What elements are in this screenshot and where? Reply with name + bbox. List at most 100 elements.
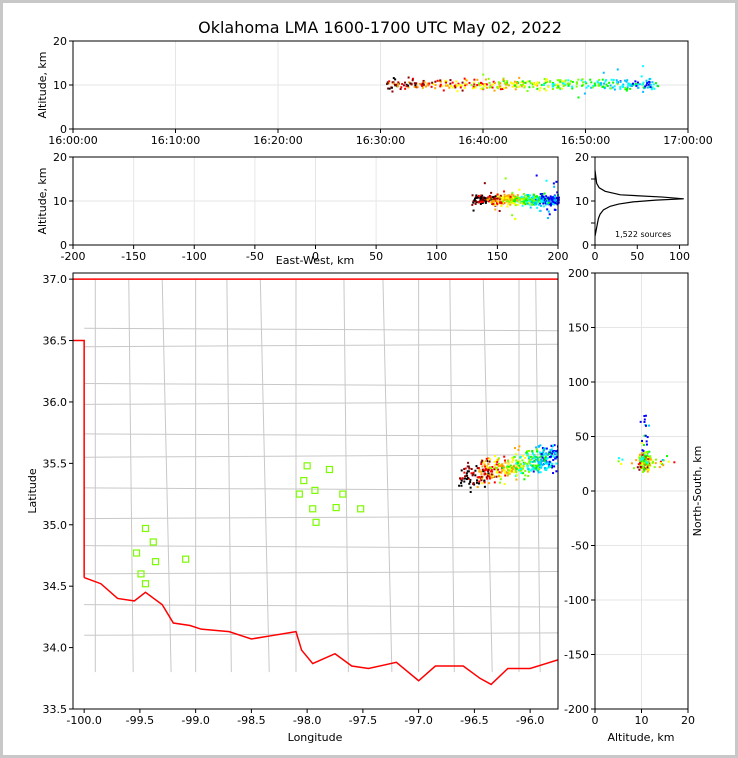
plan-view-ytick-label: 33.5 [43,703,68,716]
time-height-source-point [388,87,391,90]
time-height-source-point [633,83,636,86]
plan-view-source-point [488,460,491,463]
east-west-source-point [511,191,514,194]
time-height-source-point [422,80,425,83]
time-height-source-point [397,81,400,84]
time-height-source-point [605,83,608,86]
time-height-source-point [630,83,633,86]
time-height-source-point [502,78,505,81]
time-height-source-point [523,86,526,89]
plan-view-source-point [547,466,550,469]
east-west-source-point [553,194,556,197]
plan-view-source-point [550,453,553,456]
plan-view-source-point [497,475,500,478]
altitude-north-south-source-point [642,450,645,453]
plan-view-source-point [543,459,546,462]
east-west-source-point [486,198,489,201]
time-height-source-point [445,84,448,87]
time-height-source-point [577,78,580,81]
plan-view-source-point [501,465,504,468]
altitude-north-south-source-point [667,460,670,463]
plan-view-source-point [460,484,463,487]
altitude-north-south-source-point [642,469,645,472]
altitude-north-south-source-point [639,462,642,465]
plan-view-source-point [476,479,479,482]
altitude-north-south-source-point [666,455,669,458]
east-west-source-point [506,200,509,203]
plan-view-source-point [493,464,496,467]
east-west-source-point [481,196,484,199]
east-west-source-point [474,202,477,205]
east-west-source-point [490,200,493,203]
time-height-source-point [612,78,615,81]
time-height-source-point [596,80,599,83]
plan-view-source-point [515,453,518,456]
plan-view-source-point [534,458,537,461]
plan-view-source-point [542,451,545,454]
east-west-source-point [556,199,559,202]
east-west-source-point [550,203,553,206]
plan-view-source-point [536,460,539,463]
plan-view-source-point [554,452,557,455]
east-west-source-point [508,198,511,201]
plan-view-source-point [536,468,539,471]
east-west-source-point [545,179,548,182]
east-west-source-point [540,200,543,203]
plan-view-source-point [511,461,514,464]
plan-view-source-point [545,457,548,460]
altitude-north-south-source-point [648,450,651,453]
east-west-source-point [553,203,556,206]
east-west-source-point [523,196,526,199]
time-height-source-point [421,85,424,88]
east-west-source-point [541,193,544,196]
east-west-source-point [554,208,557,211]
east-west-source-point [493,198,496,201]
plan-view-source-point [552,472,555,475]
lma-station-marker [182,555,190,563]
plan-view-source-point [480,463,483,466]
plan-view-source-point [551,450,554,453]
east-west-source-point [503,193,506,196]
plan-view-source-point [511,466,514,469]
source-count-label: 1,522 sources [615,230,671,239]
time-height-source-point [571,80,574,83]
plan-view-source-point [541,456,544,459]
time-height-source-point [485,83,488,86]
plan-view-source-point [543,457,546,460]
plan-view-source-point [476,486,479,489]
lma-stations [132,462,365,588]
plan-view-source-point [556,454,558,457]
east-west-source-point [521,204,524,207]
time-height-source-point [518,85,521,88]
time-height-source-point [529,82,532,85]
plan-view-source-point [533,456,536,459]
east-west-source-point [489,195,492,198]
altitude-north-south-source-point [643,434,646,437]
plan-view-source-point [535,465,538,468]
east-west-source-point [532,194,535,197]
time-height-source-point [493,82,496,85]
east-west-source-point [474,200,477,203]
east-west-source-point [496,195,499,198]
east-west-source-point [486,197,489,200]
plan-view-source-point [547,463,550,466]
east-west-source-point [529,206,532,209]
time-height-source-point [626,87,629,90]
plan-view-source-point [515,471,518,474]
east-west-source-point [474,197,477,200]
plan-view-source-point [503,459,506,462]
plan-view-source-point [508,471,511,474]
time-height-source-point [543,87,546,90]
plan-view-source-point [502,468,505,471]
plan-view-source-point [531,456,534,459]
plan-view-source-point [477,482,480,485]
plan-view-source-point [487,468,490,471]
plan-view-source-point [515,459,518,462]
time-height-source-point [532,83,535,86]
altitude-north-south-source-point [645,440,648,443]
time-height-source-point [651,81,654,84]
time-height-source-point [416,85,419,88]
east-west-xtick-label: 150 [487,250,508,263]
east-west-source-point [508,197,511,200]
plan-view-source-point [519,469,522,472]
